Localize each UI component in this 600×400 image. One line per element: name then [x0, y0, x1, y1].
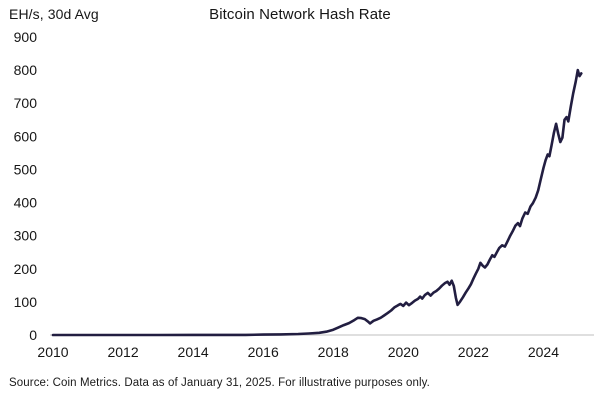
y-axis-unit-label: EH/s, 30d Avg	[9, 6, 99, 22]
chart-title: Bitcoin Network Hash Rate	[209, 6, 391, 23]
x-tick-label: 2010	[37, 344, 68, 360]
y-tick-label: 300	[14, 228, 38, 244]
x-tick-label: 2016	[248, 344, 279, 360]
hash-rate-line	[51, 68, 583, 337]
y-tick-label: 400	[14, 195, 38, 211]
y-tick-label: 900	[14, 29, 38, 45]
x-tick-label: 2020	[388, 344, 419, 360]
x-tick-label: 2022	[458, 344, 489, 360]
x-tick-label: 2014	[178, 344, 209, 360]
y-tick-label: 700	[14, 95, 38, 111]
source-note: Source: Coin Metrics. Data as of January…	[9, 377, 430, 389]
y-tick-label: 200	[14, 261, 38, 277]
y-tick-label: 800	[14, 62, 38, 78]
x-tick-label: 2024	[528, 344, 559, 360]
y-tick-label: 100	[14, 294, 38, 310]
y-tick-label: 500	[14, 161, 38, 177]
x-tick-label: 2018	[318, 344, 349, 360]
x-tick-label: 2012	[107, 344, 138, 360]
y-tick-label: 600	[14, 128, 38, 144]
y-tick-label: 0	[29, 327, 37, 343]
